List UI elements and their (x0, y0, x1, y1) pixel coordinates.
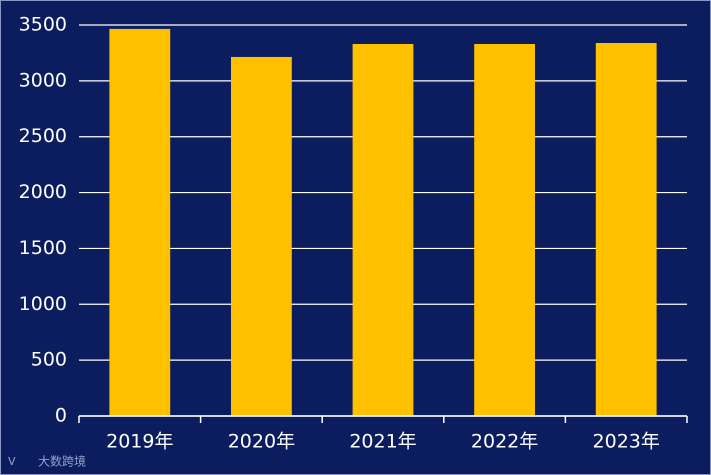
watermark-icon: ᐯ (8, 455, 16, 468)
y-tick-label: 1500 (19, 237, 67, 259)
x-tick-label: 2021年 (349, 431, 416, 453)
watermark: 大数跨境 (38, 454, 86, 469)
x-tick-label: 2023年 (593, 431, 660, 453)
watermark-logo: ᐯ 大数跨境 (8, 454, 86, 469)
y-tick-label: 500 (31, 349, 67, 371)
bar (352, 43, 414, 417)
y-tick-label: 2500 (19, 125, 67, 147)
y-tick-label: 0 (55, 405, 67, 427)
x-tick-label: 2022年 (471, 431, 538, 453)
bar (474, 43, 535, 417)
bar (231, 56, 292, 416)
bar (109, 28, 171, 416)
bar (595, 42, 657, 417)
y-tick-label: 1000 (19, 293, 67, 315)
y-tick-label: 3500 (19, 14, 67, 36)
y-tick-label: 2000 (19, 181, 67, 203)
x-tick-label: 2019年 (106, 431, 173, 453)
x-tick-label: 2020年 (228, 431, 295, 453)
y-tick-label: 3000 (19, 69, 67, 91)
